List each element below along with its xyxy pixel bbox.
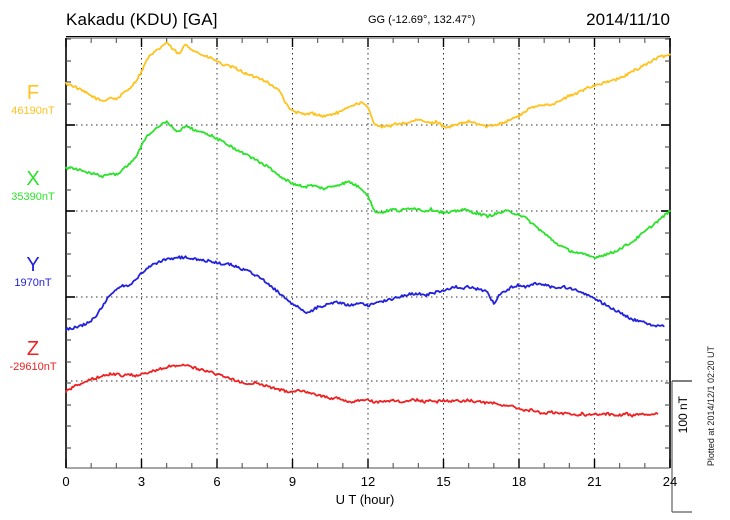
x-tick-label-6: 6: [213, 474, 221, 489]
x-tick-label-9: 9: [288, 474, 297, 489]
x-tick-label-12: 12: [360, 474, 376, 489]
x-tick-label-0: 0: [62, 474, 70, 489]
component-baseline-x: 35390nT: [11, 191, 55, 203]
observation-date: 2014/11/10: [586, 10, 670, 29]
component-label-x: X 35390nT: [0, 169, 66, 204]
component-symbol-z: Z: [26, 338, 40, 360]
component-label-z: Z -29610nT: [0, 339, 66, 374]
x-tick-label-15: 15: [436, 474, 451, 489]
component-label-f: F 46190nT: [0, 83, 66, 118]
plotted-timestamp: Plotted at 2014/12/1 02:20 UT: [706, 346, 716, 467]
station-title: Kakadu (KDU) [GA]: [66, 10, 218, 29]
component-symbol-f: F: [26, 82, 40, 104]
x-tick-label-18: 18: [511, 474, 527, 489]
x-tick-label-21: 21: [587, 474, 602, 489]
x-axis-title: U T (hour): [335, 492, 395, 507]
geographic-coordinates: GG (-12.69°, 132.47°): [368, 14, 476, 26]
component-baseline-y: 1970nT: [14, 277, 52, 289]
header-divider: [66, 36, 670, 37]
component-symbol-y: Y: [26, 254, 40, 276]
component-label-y: Y 1970nT: [0, 255, 66, 290]
trace-x: [65, 120, 671, 260]
trace-f: [65, 41, 671, 129]
component-baseline-z: -29610nT: [9, 361, 57, 373]
trace-z: [65, 363, 659, 418]
scale-bar-label: 100 nT: [676, 396, 690, 434]
trace-y: [65, 255, 665, 331]
x-tick-label-3: 3: [137, 474, 146, 489]
component-symbol-x: X: [26, 168, 40, 190]
component-baseline-f: 46190nT: [11, 105, 55, 117]
x-tick-label-24: 24: [662, 474, 678, 489]
